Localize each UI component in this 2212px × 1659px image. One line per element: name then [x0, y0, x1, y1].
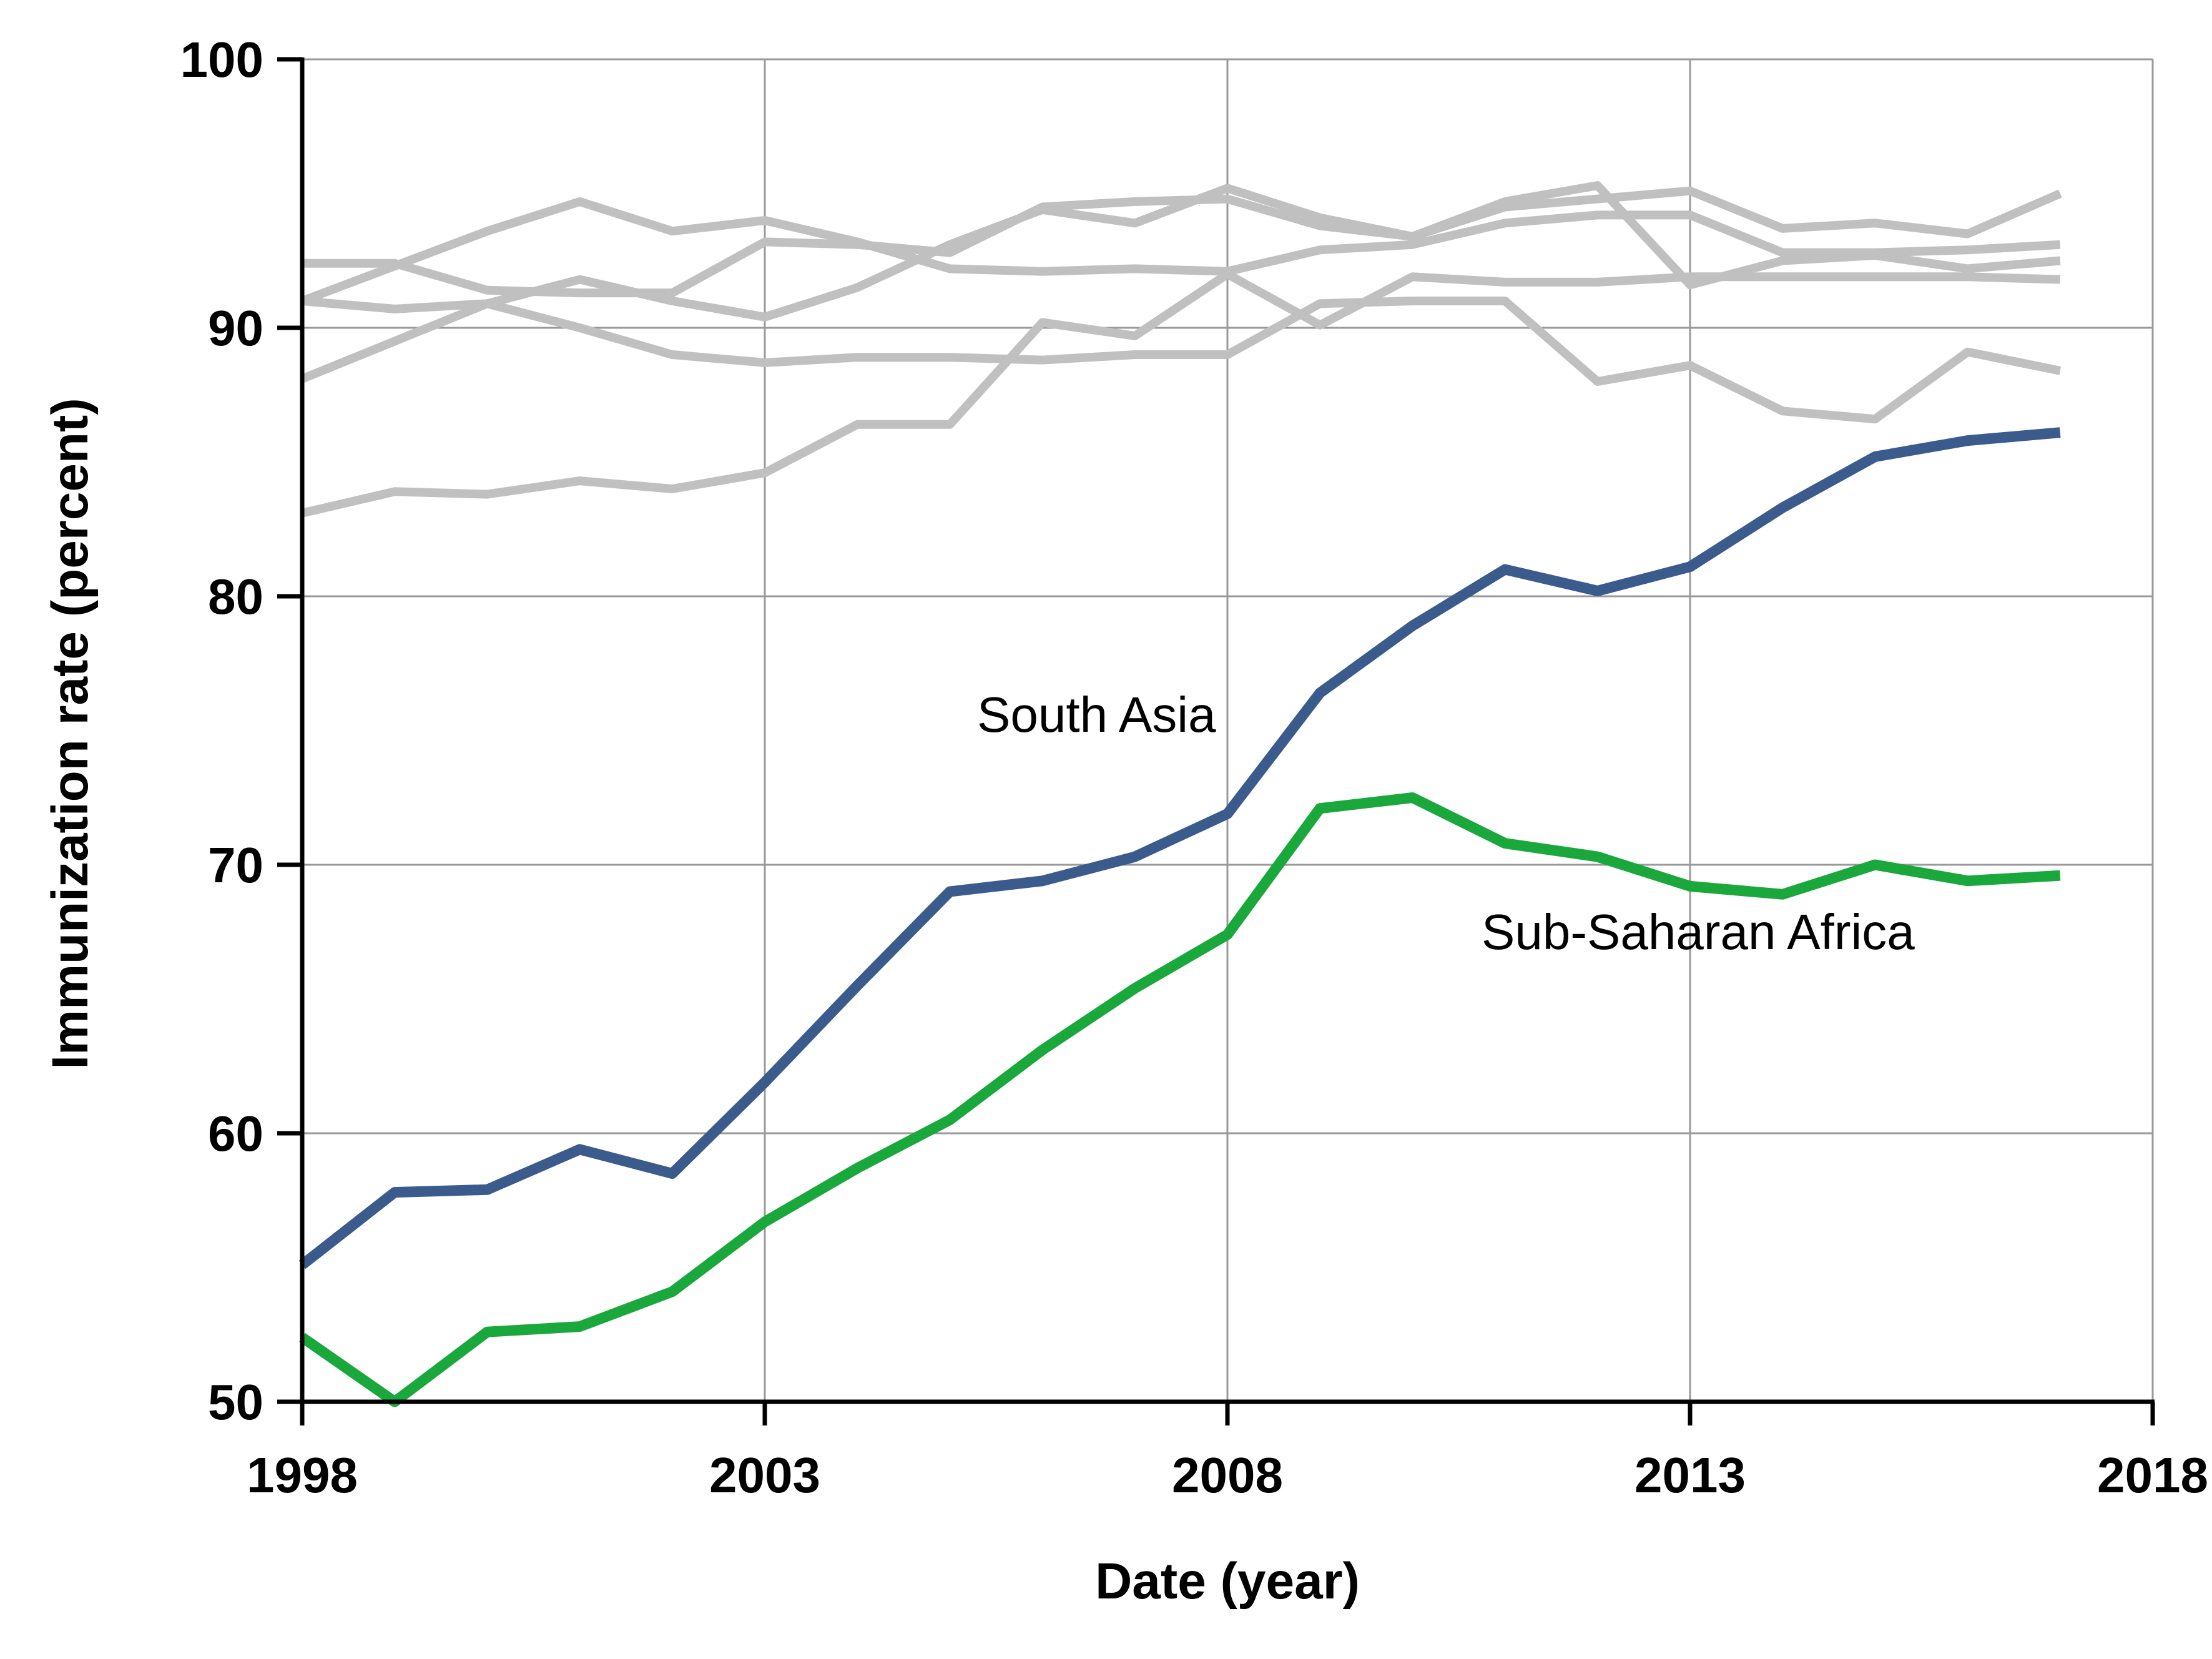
- y-tick-label-50: 50: [208, 1374, 263, 1430]
- series-label-sub-saharan-africa: Sub-Saharan Africa: [1482, 904, 1915, 960]
- x-tick-label-2013: 2013: [1634, 1447, 1746, 1503]
- x-tick-label-1998: 1998: [247, 1447, 358, 1503]
- x-tick-label-2008: 2008: [1172, 1447, 1283, 1503]
- context-series-line-3: [302, 184, 2062, 322]
- context-series-line-2: [302, 181, 2061, 298]
- x-axis-title: Date (year): [1095, 1553, 1360, 1610]
- x-tick-label-2018: 2018: [2097, 1447, 2208, 1503]
- axes: [277, 57, 2155, 1425]
- sub-saharan-africa-line: [299, 792, 2061, 1407]
- context-series-group: [300, 181, 2062, 518]
- y-tick-label-100: 100: [180, 32, 263, 87]
- south-asia-line: [298, 427, 2061, 1269]
- context-series-line-1: [300, 197, 2061, 305]
- y-axis-title: Immunization rate (percent): [42, 398, 99, 1069]
- y-tick-label-70: 70: [208, 837, 263, 893]
- series-label-south-asia: South Asia: [977, 687, 1216, 742]
- context-series-line-4: [300, 297, 2062, 424]
- y-tick-label-80: 80: [208, 569, 263, 624]
- highlighted-series-group: [298, 427, 2061, 1407]
- grid-lines: [302, 58, 2154, 1402]
- y-tick-label-90: 90: [208, 300, 263, 356]
- context-series-line-5: [301, 270, 2061, 518]
- x-tick-label-2003: 2003: [709, 1447, 820, 1503]
- tick-labels: 50 60 70 80 90 100 1998 2003 2008 2013 2018: [180, 32, 2208, 1503]
- y-tick-label-60: 60: [208, 1106, 263, 1161]
